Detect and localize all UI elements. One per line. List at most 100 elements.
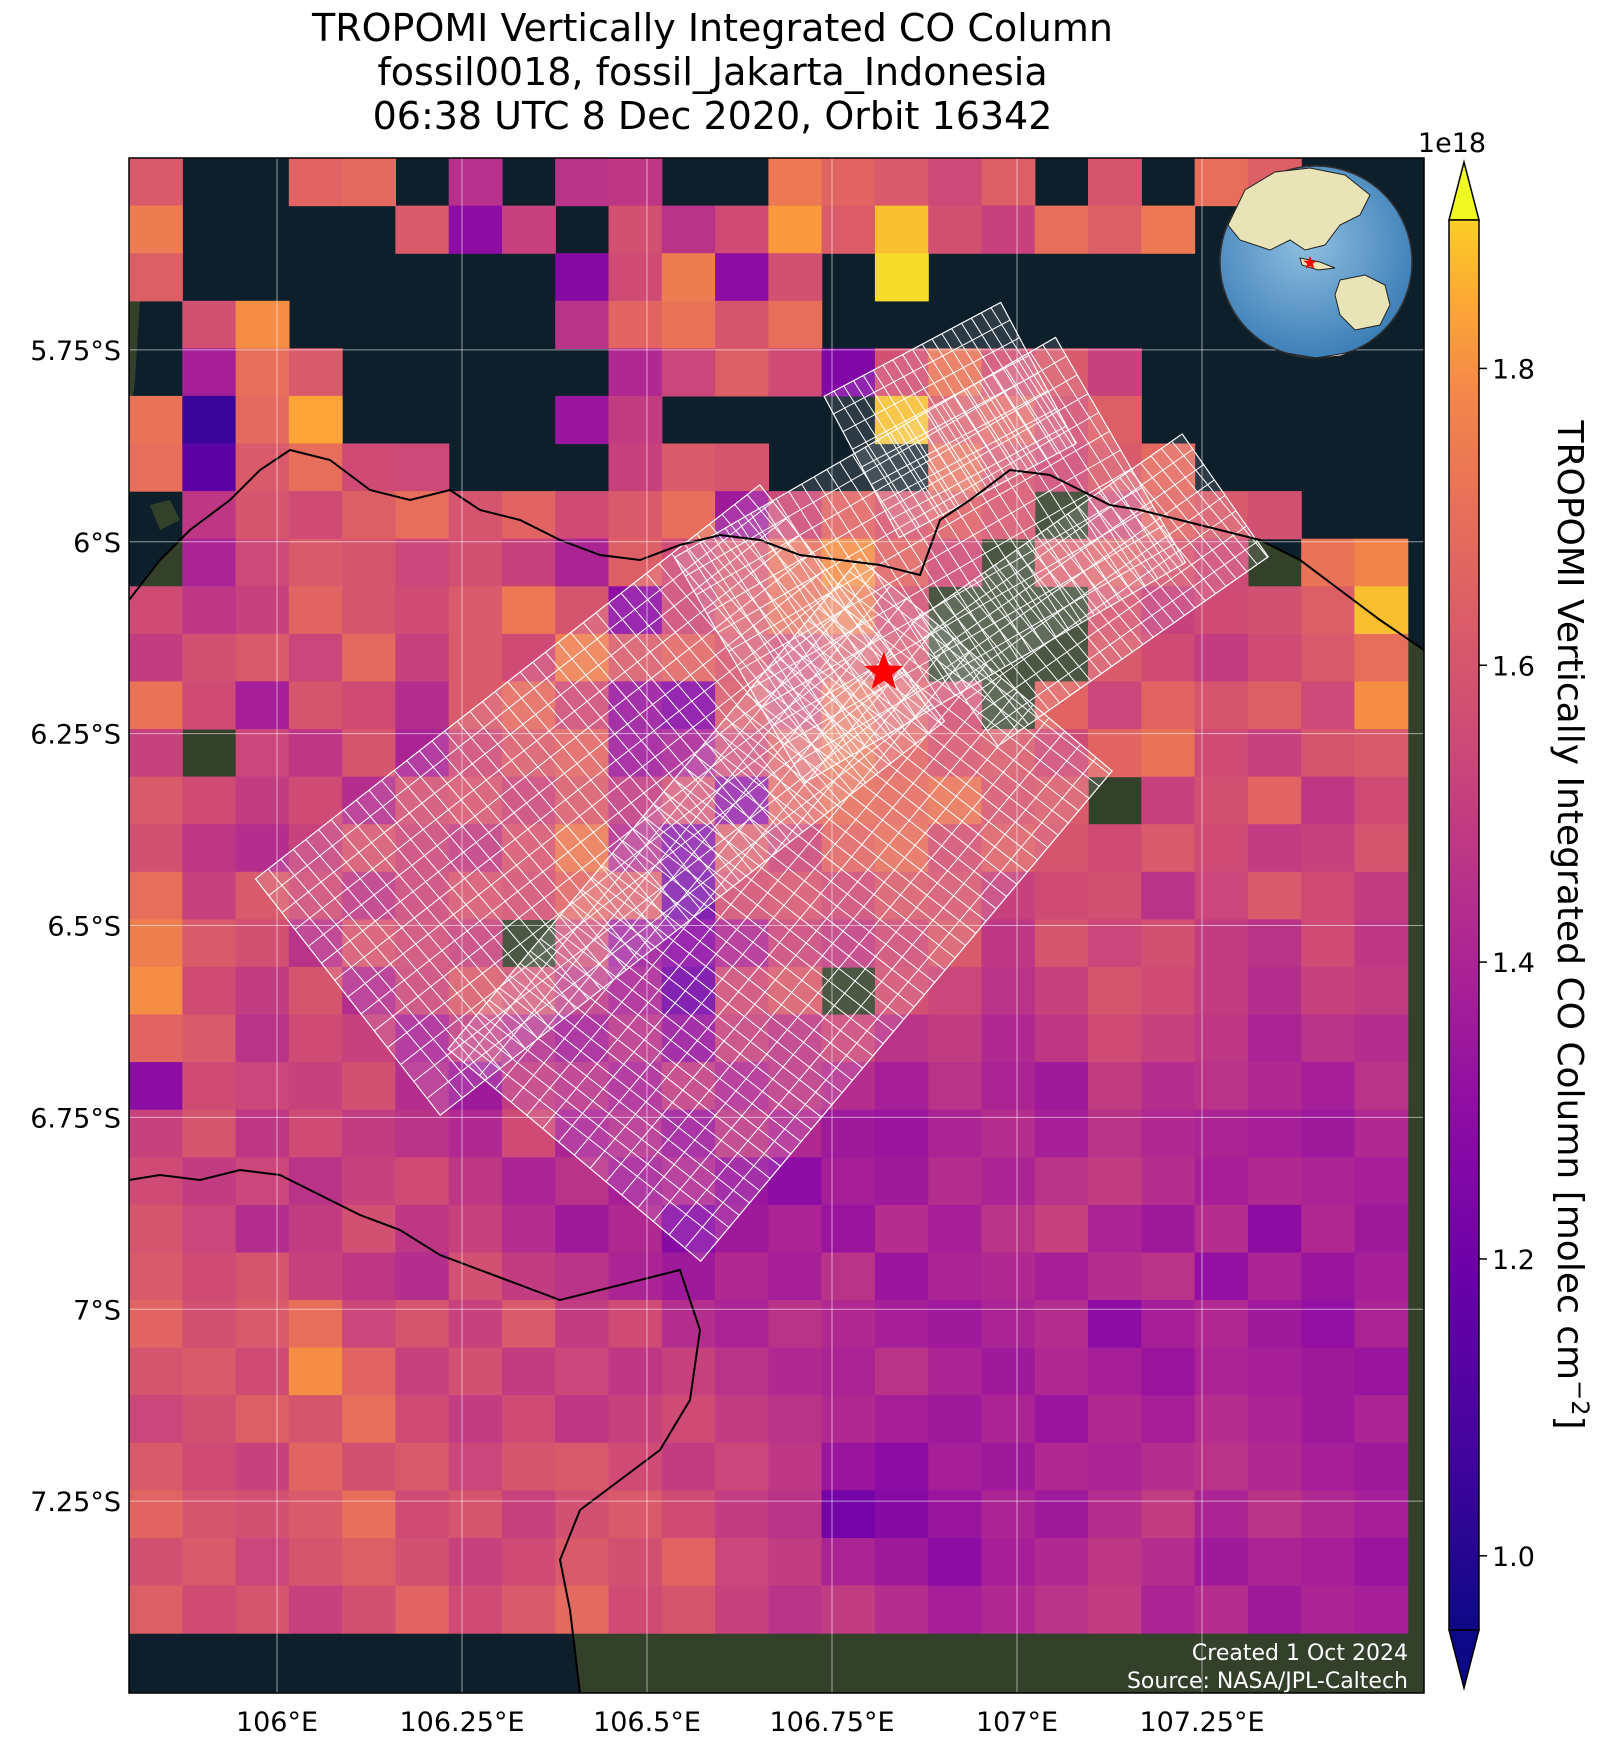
heatmap-cell xyxy=(928,776,983,825)
heatmap-cell xyxy=(1141,633,1196,683)
heatmap-cell xyxy=(1141,1300,1196,1349)
observation-mesh xyxy=(254,301,1270,1263)
heatmap-cell xyxy=(1301,1300,1356,1349)
heatmap-cell xyxy=(821,1204,876,1254)
y-tick-label: 6°S xyxy=(73,528,121,559)
heatmap-cell xyxy=(981,1395,1036,1444)
heatmap-cell xyxy=(874,1347,929,1396)
colorbar-label-superscript: −2 xyxy=(1566,1380,1594,1415)
heatmap-cell xyxy=(448,729,503,778)
heatmap-cell xyxy=(1141,1395,1196,1444)
heatmap-cell xyxy=(981,824,1036,873)
heatmap-cell xyxy=(555,1585,610,1634)
heatmap-cell xyxy=(1194,681,1249,730)
heatmap-cell xyxy=(555,1300,610,1349)
heatmap-cell xyxy=(182,1442,237,1491)
heatmap-cell xyxy=(1088,1300,1142,1349)
heatmap-cell xyxy=(661,1300,716,1349)
heatmap-cell xyxy=(928,824,983,873)
x-tick-label: 107.25°E xyxy=(1139,1707,1264,1738)
heatmap-cell xyxy=(129,1395,183,1444)
heatmap-cell xyxy=(1247,966,1302,1016)
heatmap-cell xyxy=(768,348,823,397)
heatmap-cell xyxy=(1088,1490,1142,1539)
heatmap-cell xyxy=(608,776,663,825)
heatmap-cell xyxy=(182,1300,237,1349)
heatmap-cell xyxy=(235,871,290,920)
heatmap-cell xyxy=(608,1347,663,1396)
heatmap-cell xyxy=(715,1490,769,1539)
mesh-swath-center xyxy=(673,336,1187,784)
heatmap-cell xyxy=(768,919,823,968)
heatmap-cell xyxy=(1301,538,1356,587)
red-star-icon xyxy=(864,651,904,689)
heatmap-cell xyxy=(1194,871,1249,920)
heatmap-cell xyxy=(182,776,237,825)
heatmap-cell xyxy=(608,300,663,349)
heatmap-cell xyxy=(1301,824,1356,873)
heatmap-cell xyxy=(342,1204,396,1254)
heatmap-cell xyxy=(1088,348,1142,397)
heatmap-cell xyxy=(1194,1347,1249,1396)
heatmap-cell xyxy=(235,491,290,540)
heatmap-cell xyxy=(715,253,769,302)
heatmap-cell xyxy=(1034,1062,1089,1111)
heatmap-cell xyxy=(235,1300,290,1349)
heatmap-cell xyxy=(235,395,290,445)
heatmap-cell xyxy=(821,1490,876,1539)
heatmap-cell xyxy=(928,1204,983,1254)
globe-land-australia xyxy=(1334,274,1391,331)
heatmap-cell xyxy=(1354,1538,1409,1587)
heatmap-cell xyxy=(1194,586,1249,635)
heatmap-cell xyxy=(555,491,610,540)
heatmap-cell xyxy=(874,1300,929,1349)
heatmap-cell xyxy=(395,729,450,778)
heatmap-cell xyxy=(182,966,237,1016)
heatmap-cell xyxy=(502,824,556,873)
heatmap-cell xyxy=(1141,1014,1196,1063)
coastline-south xyxy=(129,1168,702,1693)
heatmap-cell xyxy=(555,1252,610,1301)
heatmap-cell xyxy=(448,1157,503,1206)
heatmap-cell xyxy=(555,538,610,587)
heatmap-cell xyxy=(395,443,450,492)
heatmap-cell xyxy=(661,729,716,778)
heatmap-cell xyxy=(1194,919,1249,968)
heatmap-cell xyxy=(1034,1538,1089,1587)
heatmap-cell xyxy=(874,1538,929,1587)
heatmap-cell xyxy=(129,205,183,254)
heatmap-cell xyxy=(928,1442,983,1491)
heatmap-cell xyxy=(288,1538,343,1587)
heatmap-cell xyxy=(608,1538,663,1587)
heatmap-cell xyxy=(1088,1157,1142,1206)
heatmap-cell xyxy=(1247,1204,1302,1254)
heatmap-cell xyxy=(342,1347,396,1396)
heatmap-cell xyxy=(1247,729,1302,778)
heatmap-cell xyxy=(1247,776,1302,825)
heatmap-cell xyxy=(395,1252,450,1301)
heatmap-cell xyxy=(1247,871,1302,920)
heatmap-cell xyxy=(235,1062,290,1111)
heatmap-cell xyxy=(1088,158,1142,207)
heatmap-cell xyxy=(342,1490,396,1539)
heatmap-cell xyxy=(182,395,237,445)
heatmap-cell xyxy=(182,348,237,397)
heatmap-cell xyxy=(715,1538,769,1587)
heatmap-cell xyxy=(768,491,823,540)
heatmap-cell xyxy=(661,538,716,587)
heatmap-cell xyxy=(288,586,343,635)
heatmap-cell xyxy=(182,1538,237,1587)
heatmap-cell xyxy=(502,1347,556,1396)
heatmap-cell xyxy=(1354,1585,1409,1634)
heatmap-cell xyxy=(1141,1252,1196,1301)
heatmap-cell xyxy=(129,1538,183,1587)
y-tick-label: 7.25°S xyxy=(30,1487,121,1518)
heatmap-cell xyxy=(555,1204,610,1254)
heatmap-cell xyxy=(1354,824,1409,873)
y-tick-label: 6.25°S xyxy=(30,720,121,751)
heatmap-cell xyxy=(874,1204,929,1254)
heatmap-cell xyxy=(235,1538,290,1587)
colorbar-tick-label: 1.6 xyxy=(1492,651,1535,682)
heatmap-cell xyxy=(1247,824,1302,873)
x-tick-label: 106.5°E xyxy=(593,1707,701,1738)
